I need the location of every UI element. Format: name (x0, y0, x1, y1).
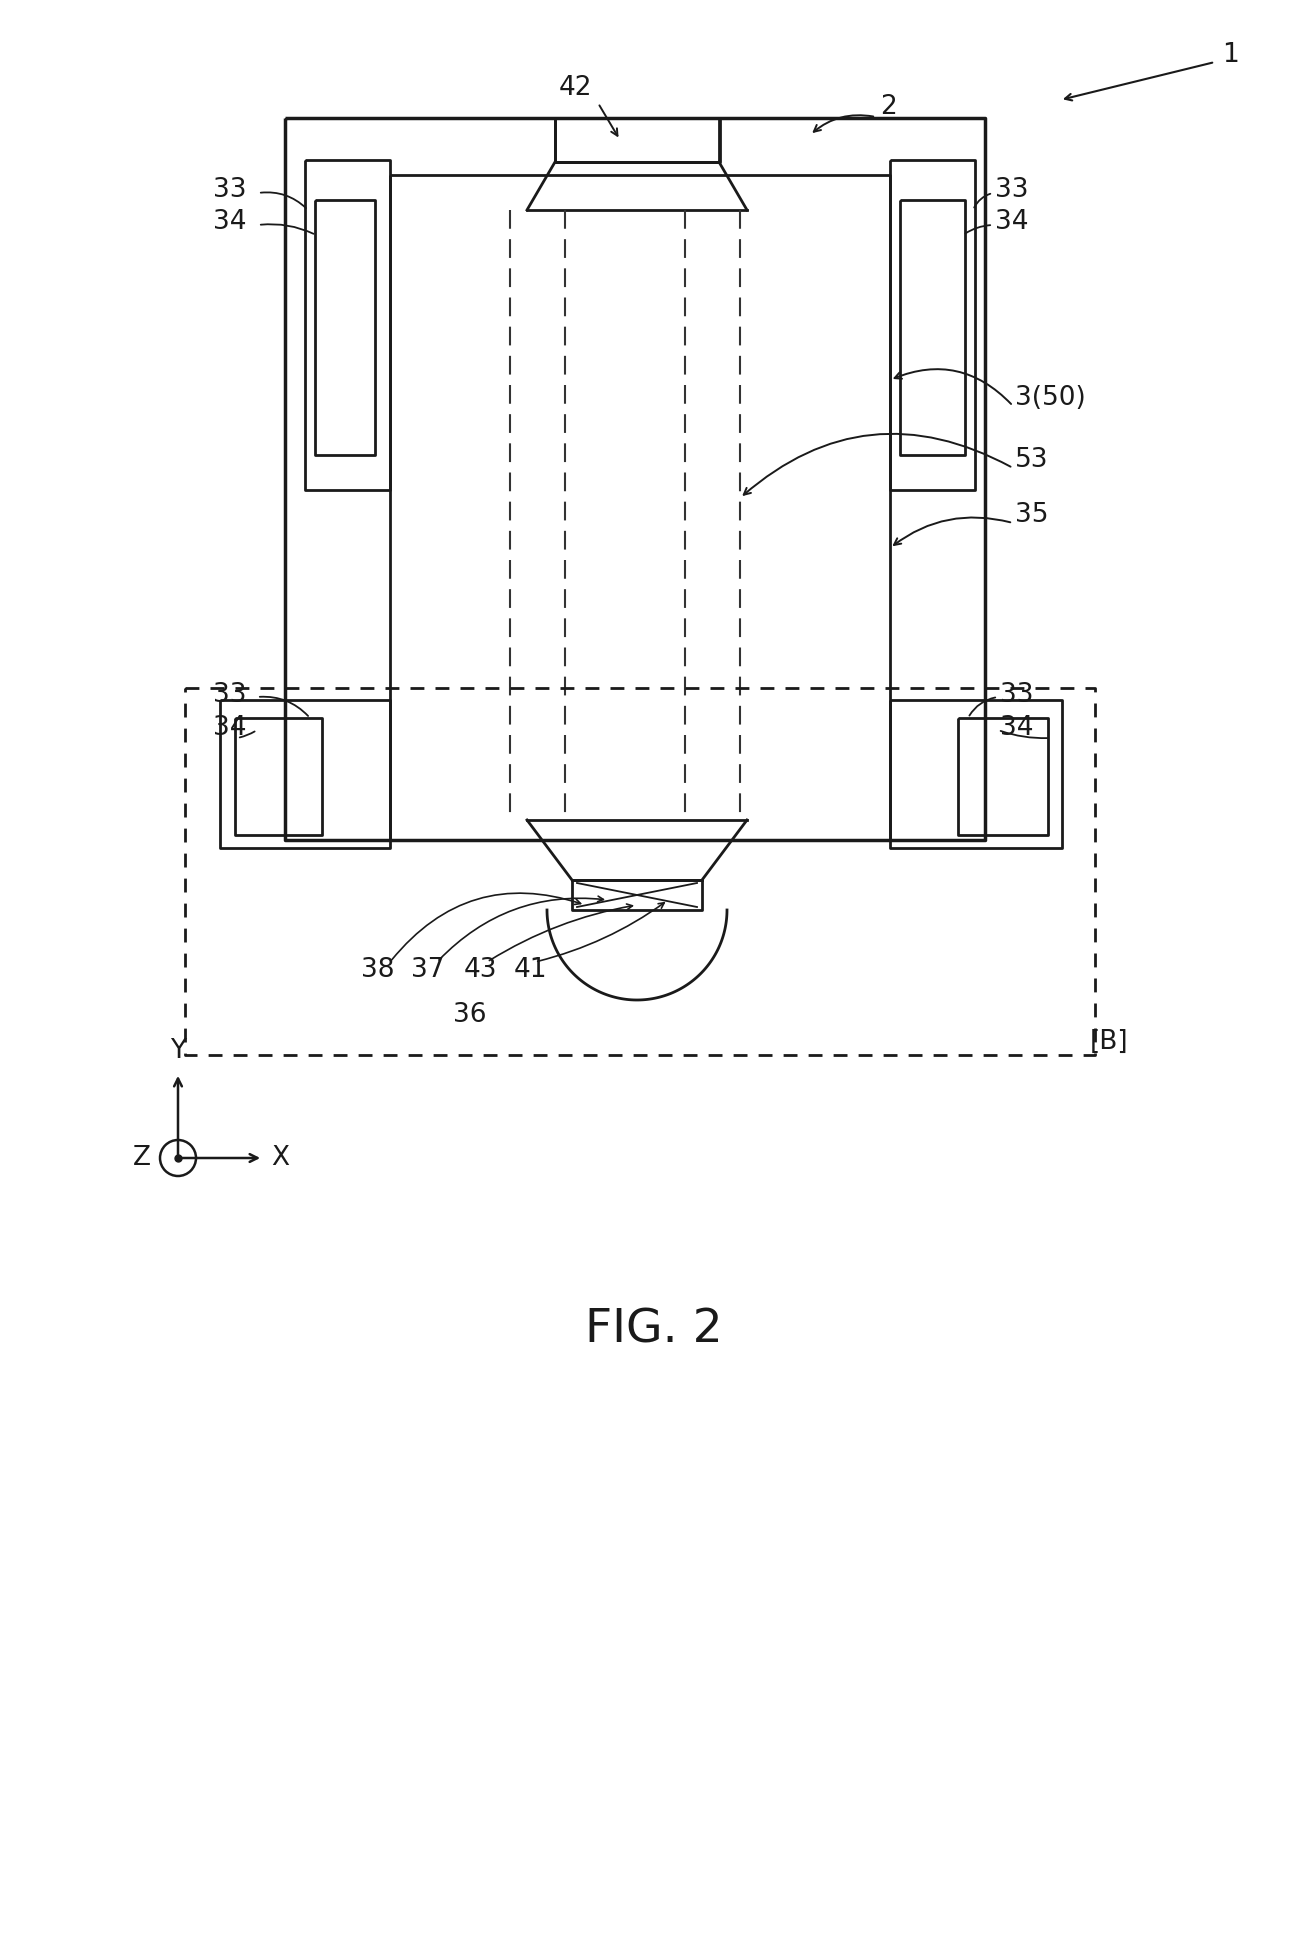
Text: 3(50): 3(50) (1015, 385, 1086, 411)
Text: 42: 42 (559, 76, 591, 101)
Text: 37: 37 (411, 957, 445, 982)
Text: 34: 34 (213, 715, 246, 742)
Text: 34: 34 (1001, 715, 1033, 742)
Text: 43: 43 (463, 957, 497, 982)
Text: 33: 33 (1001, 682, 1033, 709)
Text: 41: 41 (513, 957, 547, 982)
Text: 33: 33 (995, 176, 1028, 203)
Text: 38: 38 (361, 957, 395, 982)
Text: 35: 35 (1015, 502, 1049, 529)
Text: Z: Z (133, 1145, 150, 1172)
Text: 34: 34 (995, 209, 1028, 234)
Text: 2: 2 (880, 95, 897, 120)
Text: X: X (271, 1145, 289, 1172)
Text: 1: 1 (1222, 43, 1239, 68)
Text: 34: 34 (213, 209, 246, 234)
Text: Y: Y (170, 1038, 186, 1063)
Text: 33: 33 (213, 682, 246, 709)
Text: [B]: [B] (1090, 1029, 1129, 1056)
Text: FIG. 2: FIG. 2 (585, 1307, 723, 1352)
Text: 33: 33 (213, 176, 246, 203)
Text: 36: 36 (454, 1001, 487, 1029)
Text: 53: 53 (1015, 447, 1049, 473)
